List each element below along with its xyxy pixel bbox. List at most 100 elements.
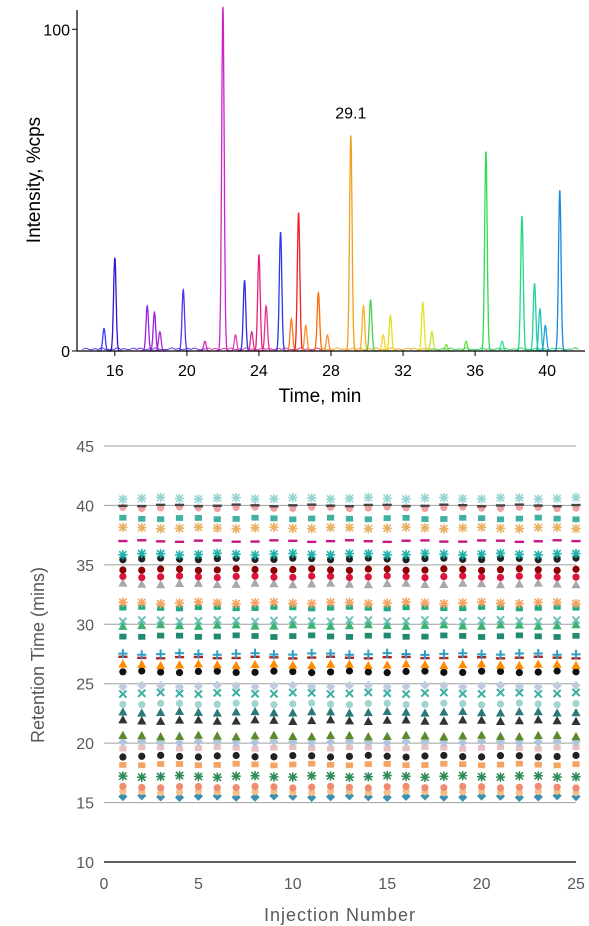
scatter-point (344, 579, 355, 588)
scatter-point (118, 617, 128, 626)
scatter-point (250, 598, 260, 608)
scatter-point (572, 668, 580, 676)
scatter-point (514, 493, 524, 503)
scatter-point (552, 681, 562, 691)
scatter-point (270, 634, 278, 640)
scatter-point (459, 668, 467, 677)
scatter-point (289, 554, 297, 562)
scatter-point (553, 634, 561, 640)
scatter-point (514, 599, 524, 609)
scatter-point (439, 716, 449, 725)
scatter-point (344, 650, 355, 660)
scatter-point (572, 565, 580, 573)
scatter-point (439, 771, 449, 781)
scatter-point (119, 782, 127, 790)
scatter-point (552, 716, 562, 725)
scatter-point (477, 659, 487, 668)
scatter-point (421, 700, 429, 708)
scatter-point (231, 524, 241, 534)
scatter-point (382, 550, 392, 560)
x-tick-label: 10 (284, 876, 302, 893)
scatter-point (571, 680, 581, 691)
scatter-point (325, 730, 336, 740)
scatter-point (269, 659, 279, 668)
x-tick-label: 25 (567, 876, 585, 893)
scatter-point (402, 782, 410, 791)
scatter-point (364, 784, 372, 792)
scatter-point (194, 689, 203, 699)
scatter-point (156, 716, 166, 725)
scatter-point (515, 565, 523, 573)
scatter-point (364, 565, 372, 573)
scatter-point (289, 504, 297, 512)
y-tick-label: 20 (76, 736, 94, 753)
scatter-point (138, 555, 146, 563)
scatter-point (364, 699, 372, 708)
scatter-point (193, 597, 203, 607)
scatter-point (533, 494, 543, 504)
scatter-point (193, 494, 203, 504)
scatter-point (213, 667, 221, 675)
scatter-point (194, 616, 203, 626)
scatter-point (402, 667, 410, 676)
scatter-point (477, 621, 487, 630)
retention-time-chart: 0 5 10 15 20 25 10 15 20 25 30 35 40 45 Injection Nu… (28, 439, 585, 925)
scatter-point (288, 492, 298, 503)
scatter-point (344, 736, 355, 746)
scatter-point (175, 515, 184, 521)
scatter-point (572, 632, 580, 639)
y-tick-label: 15 (76, 796, 94, 813)
scatter-point (137, 523, 147, 533)
scatter-point (251, 788, 259, 796)
scatter-point (515, 699, 523, 707)
scatter-point (213, 744, 221, 750)
scatter-point (118, 707, 128, 716)
scatter-point (515, 760, 523, 767)
scatter-point (440, 760, 448, 767)
scatter-point (478, 515, 486, 522)
scatter-point (439, 732, 449, 741)
scatter-point (420, 791, 430, 801)
peak-line (343, 135, 358, 352)
scatter-point (440, 565, 448, 573)
scatter-point (439, 737, 449, 748)
scatter-point (156, 737, 166, 747)
scatter-point (138, 783, 146, 792)
scatter-point (383, 752, 391, 760)
scatter-point (401, 494, 411, 504)
scatter-point (194, 753, 202, 761)
scatter-point (439, 599, 449, 609)
scatter-point (401, 522, 411, 532)
scatter-point (439, 524, 449, 534)
scatter-point (533, 597, 543, 607)
scatter-point (269, 736, 279, 746)
scatter-point (119, 762, 127, 768)
scatter-point (344, 708, 355, 717)
scatter-point (344, 680, 355, 691)
scatter-point (478, 566, 486, 575)
scatter-point (420, 731, 430, 740)
scatter-point (231, 649, 241, 659)
scatter-point (289, 633, 297, 639)
scatter-point (383, 515, 391, 521)
scatter-point (269, 649, 279, 660)
scatter-point (402, 514, 410, 521)
scatter-point (194, 604, 202, 611)
x-axis-label: Time, min (279, 386, 362, 407)
scatter-point (194, 762, 202, 769)
scatter-point (534, 604, 542, 611)
scatter-point (552, 708, 562, 717)
scatter-point (213, 554, 221, 563)
scatter-point (232, 699, 240, 707)
y-tick-label: 45 (76, 439, 94, 456)
scatter-point (193, 522, 203, 532)
scatter-point (307, 493, 317, 503)
scatter-point (458, 523, 468, 533)
scatter-point (515, 632, 523, 639)
scatter-point (345, 634, 354, 640)
x-tick-label: 32 (394, 363, 412, 380)
scatter-point (553, 762, 561, 769)
scatter-point (137, 716, 147, 725)
scatter-point (439, 579, 449, 588)
